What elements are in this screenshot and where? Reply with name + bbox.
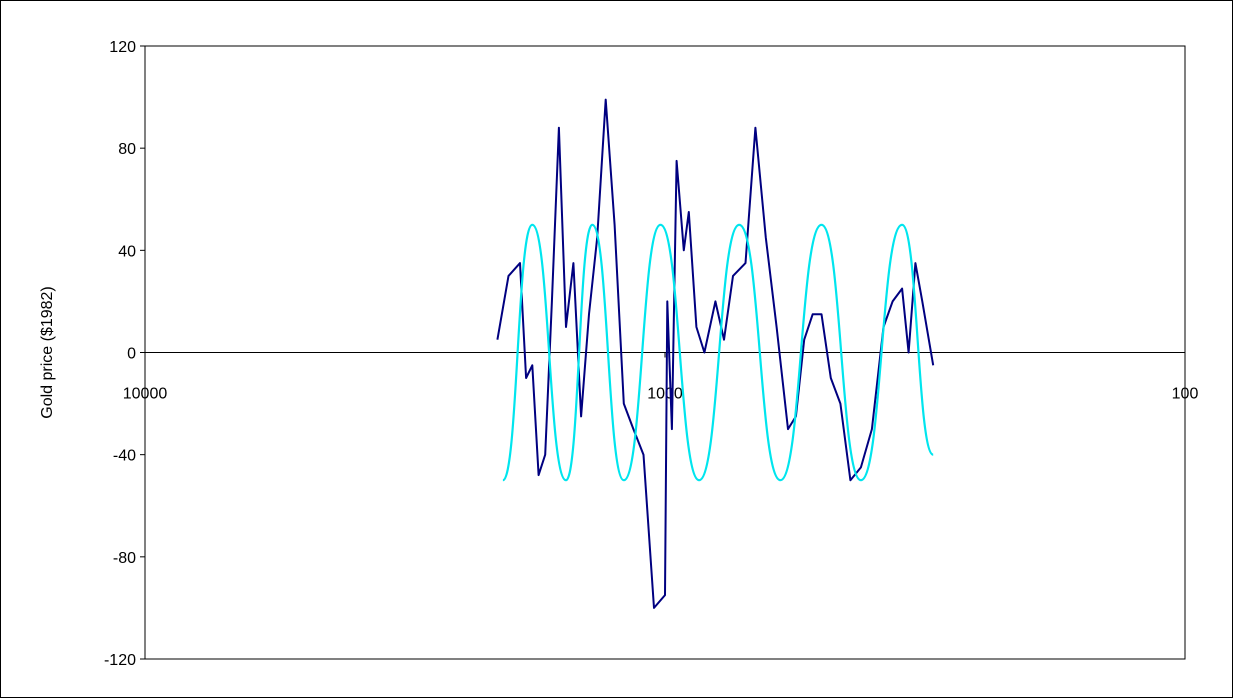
series-layer: [496, 98, 935, 609]
y-tick-label: 0: [127, 346, 136, 363]
y-tick-label: -120: [104, 652, 136, 669]
x-tick-label: 10000: [123, 386, 168, 403]
y-tick-label: 80: [118, 141, 136, 158]
x-tick-label: 1000: [647, 386, 683, 403]
x-axis-ticks: 10000 1000 100: [123, 352, 1199, 403]
y-tick-label: 120: [109, 39, 136, 56]
y-axis-ticks: -120 -80 -40 0 40 80 120: [104, 39, 145, 669]
y-axis-label: Gold price ($1982): [39, 286, 56, 419]
series-line-fit: [501, 223, 935, 482]
y-tick-label: -40: [113, 448, 136, 465]
y-tick-label: -80: [113, 550, 136, 567]
x-tick-label: 100: [1172, 386, 1199, 403]
y-tick-label: 40: [118, 243, 136, 260]
